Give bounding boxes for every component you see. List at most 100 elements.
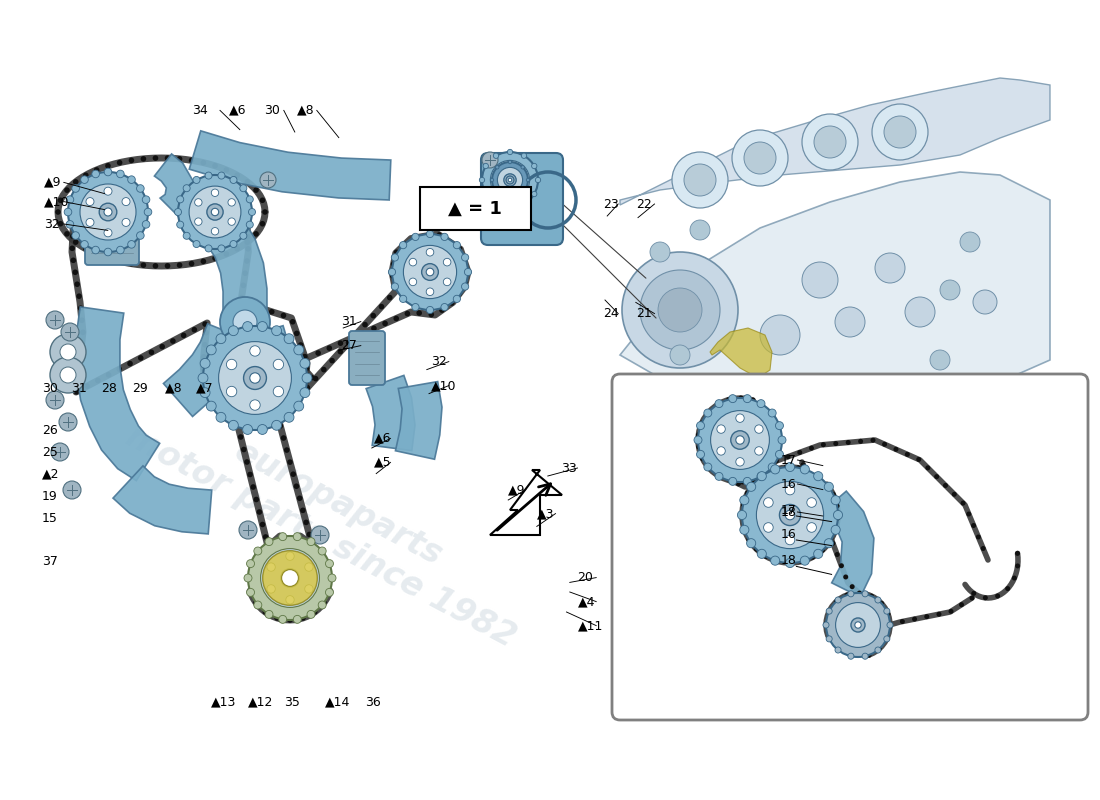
- Circle shape: [207, 204, 223, 220]
- Circle shape: [483, 163, 488, 169]
- Circle shape: [834, 441, 838, 446]
- Circle shape: [851, 618, 865, 632]
- Circle shape: [287, 618, 293, 622]
- Circle shape: [447, 239, 452, 245]
- Circle shape: [506, 176, 514, 184]
- Text: 18: 18: [781, 554, 796, 567]
- Circle shape: [78, 306, 84, 311]
- Circle shape: [165, 155, 170, 161]
- Circle shape: [411, 234, 419, 241]
- Circle shape: [79, 318, 85, 323]
- Circle shape: [277, 423, 283, 429]
- Polygon shape: [710, 328, 772, 378]
- Circle shape: [453, 242, 461, 249]
- Circle shape: [297, 495, 302, 501]
- Text: 26: 26: [42, 424, 57, 437]
- Circle shape: [536, 178, 541, 182]
- Circle shape: [104, 168, 112, 176]
- Circle shape: [504, 174, 516, 186]
- Circle shape: [273, 359, 284, 370]
- Text: 25: 25: [42, 446, 57, 458]
- Circle shape: [192, 177, 200, 183]
- Circle shape: [153, 155, 158, 161]
- Circle shape: [329, 358, 334, 363]
- Circle shape: [170, 338, 176, 344]
- Circle shape: [799, 559, 804, 564]
- Circle shape: [246, 560, 254, 568]
- Circle shape: [95, 378, 101, 383]
- Text: 18: 18: [781, 506, 796, 518]
- Circle shape: [795, 466, 801, 470]
- Circle shape: [491, 178, 494, 182]
- Circle shape: [260, 172, 276, 188]
- Circle shape: [239, 521, 257, 539]
- Circle shape: [755, 446, 763, 455]
- Circle shape: [312, 376, 318, 382]
- Text: ▲9: ▲9: [508, 483, 526, 496]
- Circle shape: [60, 344, 76, 360]
- Circle shape: [200, 160, 206, 166]
- Circle shape: [218, 245, 224, 252]
- Circle shape: [82, 246, 89, 251]
- Circle shape: [302, 373, 312, 383]
- Circle shape: [774, 458, 779, 463]
- Circle shape: [212, 163, 218, 169]
- Circle shape: [128, 176, 135, 183]
- Circle shape: [757, 400, 764, 408]
- Text: 16: 16: [781, 478, 796, 490]
- Circle shape: [421, 264, 439, 280]
- Circle shape: [426, 268, 433, 276]
- Circle shape: [482, 152, 538, 208]
- Circle shape: [776, 450, 783, 458]
- Polygon shape: [113, 466, 212, 534]
- Circle shape: [441, 234, 448, 241]
- Polygon shape: [76, 307, 160, 481]
- Circle shape: [757, 474, 761, 480]
- Circle shape: [761, 473, 766, 478]
- Circle shape: [824, 621, 828, 626]
- Circle shape: [736, 482, 741, 486]
- Circle shape: [696, 422, 704, 430]
- Circle shape: [278, 533, 287, 541]
- Circle shape: [68, 172, 148, 252]
- Circle shape: [738, 395, 744, 401]
- Circle shape: [728, 478, 733, 483]
- FancyBboxPatch shape: [85, 201, 139, 265]
- Circle shape: [241, 446, 246, 452]
- Circle shape: [73, 239, 78, 245]
- Circle shape: [302, 354, 308, 359]
- Circle shape: [393, 285, 398, 290]
- Circle shape: [189, 186, 241, 238]
- Circle shape: [877, 646, 882, 651]
- Circle shape: [148, 350, 154, 355]
- Circle shape: [136, 232, 144, 239]
- Circle shape: [429, 312, 434, 318]
- Circle shape: [318, 547, 327, 555]
- Circle shape: [290, 471, 296, 477]
- Circle shape: [865, 640, 869, 646]
- Circle shape: [640, 270, 720, 350]
- Circle shape: [177, 262, 183, 268]
- Circle shape: [177, 156, 183, 162]
- Circle shape: [744, 478, 751, 486]
- Circle shape: [439, 307, 444, 313]
- Circle shape: [461, 257, 466, 262]
- Circle shape: [245, 246, 251, 252]
- Circle shape: [521, 191, 525, 194]
- Circle shape: [282, 570, 298, 586]
- Circle shape: [321, 600, 327, 606]
- Circle shape: [814, 126, 846, 158]
- Circle shape: [960, 232, 980, 252]
- Circle shape: [267, 542, 273, 547]
- Circle shape: [828, 538, 833, 543]
- Circle shape: [465, 269, 471, 274]
- Circle shape: [138, 355, 143, 361]
- Circle shape: [745, 490, 750, 495]
- Circle shape: [230, 241, 236, 247]
- Circle shape: [785, 535, 795, 545]
- Polygon shape: [620, 78, 1050, 205]
- Circle shape: [198, 373, 208, 383]
- Circle shape: [832, 526, 840, 534]
- Circle shape: [483, 191, 488, 197]
- Circle shape: [658, 288, 702, 332]
